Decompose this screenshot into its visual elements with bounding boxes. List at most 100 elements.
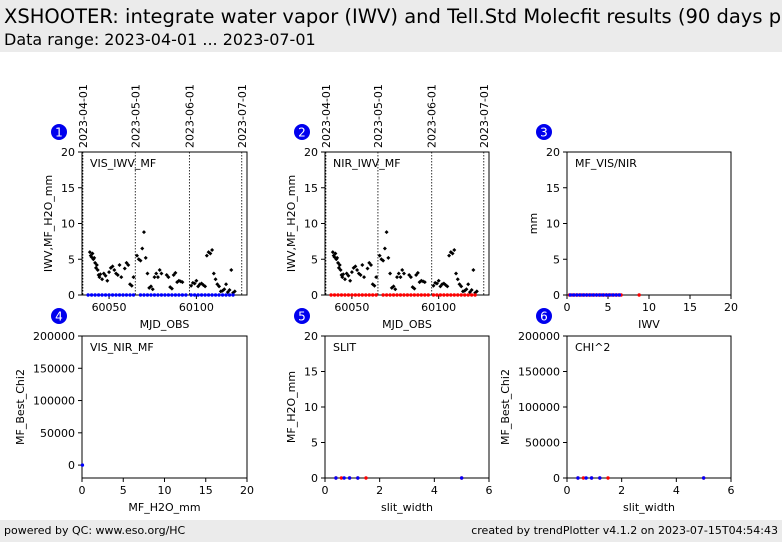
data-point xyxy=(578,293,582,297)
page-header: XSHOOTER: integrate water vapor (IWV) an… xyxy=(0,0,782,52)
data-point xyxy=(459,293,463,297)
data-point xyxy=(454,271,459,276)
data-point xyxy=(409,293,413,297)
panel-label: VIS_NIR_MF xyxy=(90,341,154,354)
data-point xyxy=(189,293,193,297)
x-tick-label: 15 xyxy=(199,484,213,497)
data-point xyxy=(455,277,460,282)
data-point xyxy=(227,287,232,292)
x-tick-label: 60050 xyxy=(334,301,369,314)
panel-number-text: 4 xyxy=(55,310,63,324)
data-point xyxy=(203,293,207,297)
data-point xyxy=(450,251,455,256)
data-point xyxy=(374,275,379,280)
y-tick-label: 20 xyxy=(61,146,75,159)
data-point xyxy=(388,271,393,276)
x-tick-label: 15 xyxy=(683,301,697,314)
data-point xyxy=(423,293,427,297)
data-point xyxy=(142,293,146,297)
data-point xyxy=(224,282,229,287)
data-point xyxy=(199,293,204,297)
data-point xyxy=(438,293,443,297)
data-point xyxy=(637,293,641,297)
data-point xyxy=(229,267,234,272)
data-point xyxy=(131,275,136,280)
data-point xyxy=(365,266,370,271)
date-marker-label: 2023-07-01 xyxy=(478,84,491,148)
data-point xyxy=(588,293,592,297)
plots-canvas: 1 2023-04-01 2023-05-01 2023-06-01 2023-07-0… xyxy=(14,84,738,514)
data-point xyxy=(355,267,360,272)
data-point xyxy=(339,476,344,480)
x-tick-label: 5 xyxy=(605,301,612,314)
data-point xyxy=(469,287,474,292)
x-tick-label: 4 xyxy=(673,484,680,497)
data-point xyxy=(408,275,413,280)
data-point xyxy=(452,247,457,252)
x-axis-label: IWV xyxy=(638,318,660,331)
data-point xyxy=(449,293,453,297)
y-tick-label: 100000 xyxy=(33,395,75,408)
data-point xyxy=(103,273,108,278)
data-point xyxy=(149,293,153,297)
data-point xyxy=(227,293,232,297)
data-point xyxy=(329,293,333,297)
data-point xyxy=(203,284,208,289)
x-tick-label: 4 xyxy=(431,484,438,497)
data-point xyxy=(434,281,439,286)
panel-number-text: 6 xyxy=(540,310,548,324)
y-tick-label: 50000 xyxy=(525,437,560,450)
data-point xyxy=(119,275,124,280)
data-point xyxy=(346,293,351,297)
data-point xyxy=(141,230,146,235)
data-point xyxy=(129,283,134,288)
data-point xyxy=(100,277,105,282)
data-point xyxy=(435,293,439,297)
data-point xyxy=(466,293,470,297)
y-axis-label: IWV,MF_H2O_mm xyxy=(285,175,298,272)
y-axis-label: MF_H2O_mm xyxy=(285,371,298,443)
data-point xyxy=(341,272,346,277)
page-title: XSHOOTER: integrate water vapor (IWV) an… xyxy=(4,5,782,28)
data-point xyxy=(159,271,164,276)
data-point xyxy=(350,293,354,297)
data-point xyxy=(338,267,343,272)
data-point xyxy=(364,476,368,480)
y-tick-label: 5 xyxy=(311,437,318,450)
x-tick-label: 20 xyxy=(724,301,738,314)
panel-number-badge xyxy=(294,124,310,140)
data-point xyxy=(180,280,185,285)
data-point xyxy=(103,293,108,297)
data-point xyxy=(372,283,377,288)
data-point xyxy=(617,293,622,297)
data-point xyxy=(381,258,386,263)
data-point xyxy=(589,476,594,480)
panel-number-text: 1 xyxy=(55,126,63,140)
data-point xyxy=(150,287,155,292)
data-point xyxy=(374,293,378,297)
data-point xyxy=(415,270,420,275)
data-point xyxy=(469,293,474,297)
date-marker-label: 2023-04-01 xyxy=(320,84,333,148)
data-point xyxy=(166,293,171,297)
data-point xyxy=(213,277,218,282)
data-point xyxy=(416,293,420,297)
data-point xyxy=(346,273,351,278)
y-tick-label: 20 xyxy=(546,146,560,159)
x-tick-label: 0 xyxy=(564,301,571,314)
panel-number-badge xyxy=(536,308,552,324)
data-point xyxy=(362,275,367,280)
panel-number-badge xyxy=(51,308,67,324)
plot-frame xyxy=(81,335,248,479)
x-tick-label: 0 xyxy=(564,484,571,497)
plot-frame xyxy=(81,151,248,296)
y-tick-label: 10 xyxy=(546,218,560,231)
chart-panel-4: 4 0 50000 100000 150000 200000 0 5 10 15 20 MF_H2O_… xyxy=(14,308,254,514)
x-tick-label: 0 xyxy=(79,484,86,497)
data-point xyxy=(213,293,218,297)
data-point xyxy=(575,293,579,297)
data-point xyxy=(405,293,410,297)
panel-label: MF_VIS/NIR xyxy=(575,157,637,170)
data-point xyxy=(591,293,595,297)
data-point xyxy=(177,293,181,297)
